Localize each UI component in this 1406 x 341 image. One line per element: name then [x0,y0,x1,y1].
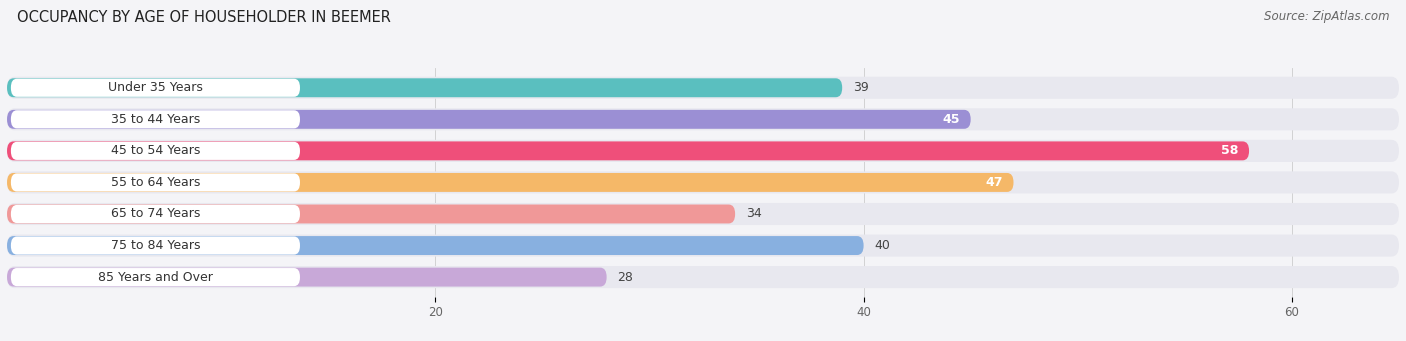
FancyBboxPatch shape [7,173,1014,192]
FancyBboxPatch shape [7,78,842,97]
FancyBboxPatch shape [7,266,1399,288]
Text: 45 to 54 Years: 45 to 54 Years [111,144,200,158]
Text: 55 to 64 Years: 55 to 64 Years [111,176,200,189]
FancyBboxPatch shape [11,268,299,286]
Text: 58: 58 [1220,144,1239,158]
Text: 75 to 84 Years: 75 to 84 Years [111,239,200,252]
FancyBboxPatch shape [11,142,299,160]
FancyBboxPatch shape [7,140,1399,162]
Text: 85 Years and Over: 85 Years and Over [98,271,212,284]
Text: Source: ZipAtlas.com: Source: ZipAtlas.com [1264,10,1389,23]
FancyBboxPatch shape [11,237,299,255]
Text: 34: 34 [745,207,762,221]
FancyBboxPatch shape [7,110,970,129]
FancyBboxPatch shape [7,203,1399,225]
Text: 39: 39 [853,81,869,94]
FancyBboxPatch shape [7,236,863,255]
Text: OCCUPANCY BY AGE OF HOUSEHOLDER IN BEEMER: OCCUPANCY BY AGE OF HOUSEHOLDER IN BEEME… [17,10,391,25]
Text: 28: 28 [617,271,633,284]
FancyBboxPatch shape [7,235,1399,256]
FancyBboxPatch shape [7,108,1399,130]
FancyBboxPatch shape [7,172,1399,193]
FancyBboxPatch shape [11,173,299,192]
FancyBboxPatch shape [7,268,606,286]
Text: 65 to 74 Years: 65 to 74 Years [111,207,200,221]
FancyBboxPatch shape [7,205,735,223]
Text: Under 35 Years: Under 35 Years [108,81,202,94]
Text: 45: 45 [942,113,960,126]
Text: 47: 47 [986,176,1002,189]
FancyBboxPatch shape [11,205,299,223]
Text: 40: 40 [875,239,890,252]
FancyBboxPatch shape [11,110,299,128]
FancyBboxPatch shape [7,77,1399,99]
FancyBboxPatch shape [7,142,1249,160]
Text: 35 to 44 Years: 35 to 44 Years [111,113,200,126]
FancyBboxPatch shape [11,79,299,97]
